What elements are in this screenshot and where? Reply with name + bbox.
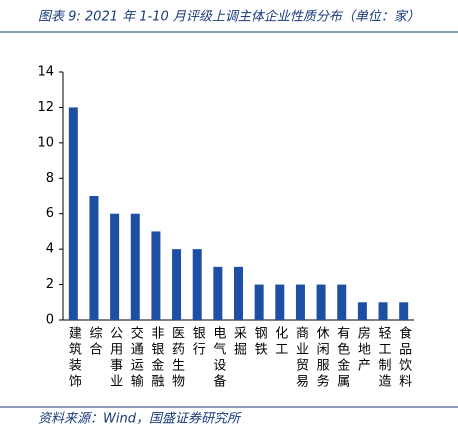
x-tick-label: 商业贸易 bbox=[293, 326, 309, 390]
bar bbox=[172, 249, 182, 320]
x-tick-label: 银行 bbox=[190, 326, 206, 358]
bar bbox=[399, 302, 409, 320]
bar bbox=[357, 302, 367, 320]
x-tick-label: 食品饮料 bbox=[396, 325, 412, 390]
x-tick-label: 化工 bbox=[272, 326, 288, 358]
bar bbox=[89, 196, 99, 320]
x-tick-label: 医药生物 bbox=[169, 326, 185, 390]
bar bbox=[378, 302, 388, 320]
y-tick-label: 10 bbox=[37, 135, 54, 150]
y-tick-label: 8 bbox=[46, 171, 54, 186]
x-tick-label: 休闲服务 bbox=[314, 326, 330, 390]
x-tick-label: 钢铁 bbox=[252, 326, 268, 358]
bar bbox=[254, 284, 264, 320]
x-tick-label: 房地产 bbox=[355, 325, 371, 374]
x-tick-label: 建筑装饰 bbox=[66, 326, 82, 390]
y-tick-label: 2 bbox=[46, 277, 54, 292]
x-tick-label: 综合 bbox=[86, 326, 102, 358]
bar bbox=[192, 249, 202, 320]
y-tick-label: 4 bbox=[46, 242, 54, 257]
x-tick-label: 电气设备 bbox=[210, 326, 226, 390]
x-tick-label: 采掘 bbox=[231, 326, 247, 358]
bar bbox=[234, 266, 243, 320]
source-note: 资料来源：Wind，国盛证券研究所 bbox=[38, 411, 242, 427]
x-tick-label: 公用事业 bbox=[107, 326, 123, 390]
bar bbox=[275, 284, 285, 320]
y-tick-label: 12 bbox=[37, 100, 54, 115]
bar bbox=[295, 284, 305, 320]
bar bbox=[337, 284, 347, 320]
bar bbox=[151, 231, 161, 320]
x-tick-label: 轻工制造 bbox=[376, 326, 392, 390]
x-tick-label: 有色金属 bbox=[334, 326, 350, 390]
chart-title: 图表 9: 2021 年 1-10 月评级上调主体企业性质分布（单位：家） bbox=[38, 9, 420, 25]
x-tick-label: 交通运输 bbox=[128, 325, 144, 390]
bar bbox=[110, 213, 120, 320]
bar bbox=[213, 266, 223, 320]
bar bbox=[316, 284, 326, 320]
y-tick-label: 14 bbox=[37, 65, 54, 80]
y-tick-label: 0 bbox=[46, 313, 54, 328]
y-tick-label: 6 bbox=[46, 206, 54, 221]
bar bbox=[130, 213, 140, 320]
x-tick-label: 非银金融 bbox=[148, 326, 164, 390]
bar bbox=[68, 107, 78, 320]
